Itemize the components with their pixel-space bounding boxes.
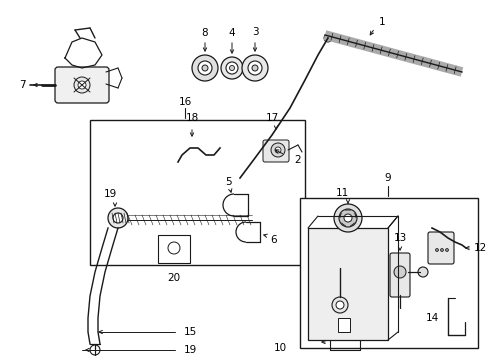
Circle shape (108, 208, 128, 228)
Circle shape (440, 248, 443, 252)
Bar (299, 198, 477, 348)
Circle shape (251, 65, 258, 71)
Circle shape (168, 242, 180, 254)
Circle shape (198, 61, 212, 75)
Circle shape (417, 267, 427, 277)
Text: 11: 11 (335, 188, 348, 198)
Circle shape (270, 143, 285, 157)
Text: 16: 16 (178, 97, 191, 107)
Text: 14: 14 (425, 313, 438, 323)
Text: 18: 18 (185, 113, 198, 123)
Circle shape (229, 66, 234, 71)
Circle shape (274, 147, 281, 153)
Text: 17: 17 (265, 113, 278, 123)
Circle shape (333, 204, 361, 232)
Circle shape (90, 345, 100, 355)
Circle shape (338, 209, 356, 227)
Text: 3: 3 (251, 27, 258, 37)
Bar (307, 228, 387, 340)
Text: 15: 15 (183, 327, 196, 337)
Text: 19: 19 (103, 189, 116, 199)
FancyBboxPatch shape (55, 67, 109, 103)
Circle shape (234, 172, 245, 184)
Circle shape (225, 62, 238, 74)
Text: 2: 2 (294, 155, 301, 165)
Text: 7: 7 (19, 80, 25, 90)
Text: 10: 10 (273, 343, 286, 353)
Circle shape (335, 301, 343, 309)
Text: 4: 4 (228, 28, 235, 38)
Bar (337, 318, 349, 332)
FancyBboxPatch shape (427, 232, 453, 264)
Circle shape (331, 297, 347, 313)
Circle shape (324, 34, 331, 42)
Circle shape (247, 61, 262, 75)
Circle shape (192, 55, 218, 81)
Text: 9: 9 (384, 173, 390, 183)
Text: 6: 6 (270, 235, 277, 245)
Circle shape (113, 213, 123, 223)
Circle shape (343, 214, 351, 222)
FancyBboxPatch shape (263, 140, 288, 162)
Bar (90, 120, 305, 265)
Text: 13: 13 (392, 233, 406, 243)
Text: 20: 20 (167, 273, 180, 283)
Circle shape (74, 77, 90, 93)
FancyBboxPatch shape (389, 253, 409, 297)
Text: 19: 19 (183, 345, 196, 355)
Text: 5: 5 (224, 177, 231, 187)
Circle shape (445, 248, 447, 252)
Circle shape (242, 55, 267, 81)
Text: 12: 12 (472, 243, 486, 253)
Circle shape (202, 65, 207, 71)
Circle shape (78, 81, 86, 89)
Bar (158, 235, 190, 263)
Circle shape (435, 248, 438, 252)
Text: 8: 8 (201, 28, 208, 38)
Circle shape (393, 266, 405, 278)
Text: 1: 1 (378, 17, 385, 27)
Circle shape (221, 57, 243, 79)
